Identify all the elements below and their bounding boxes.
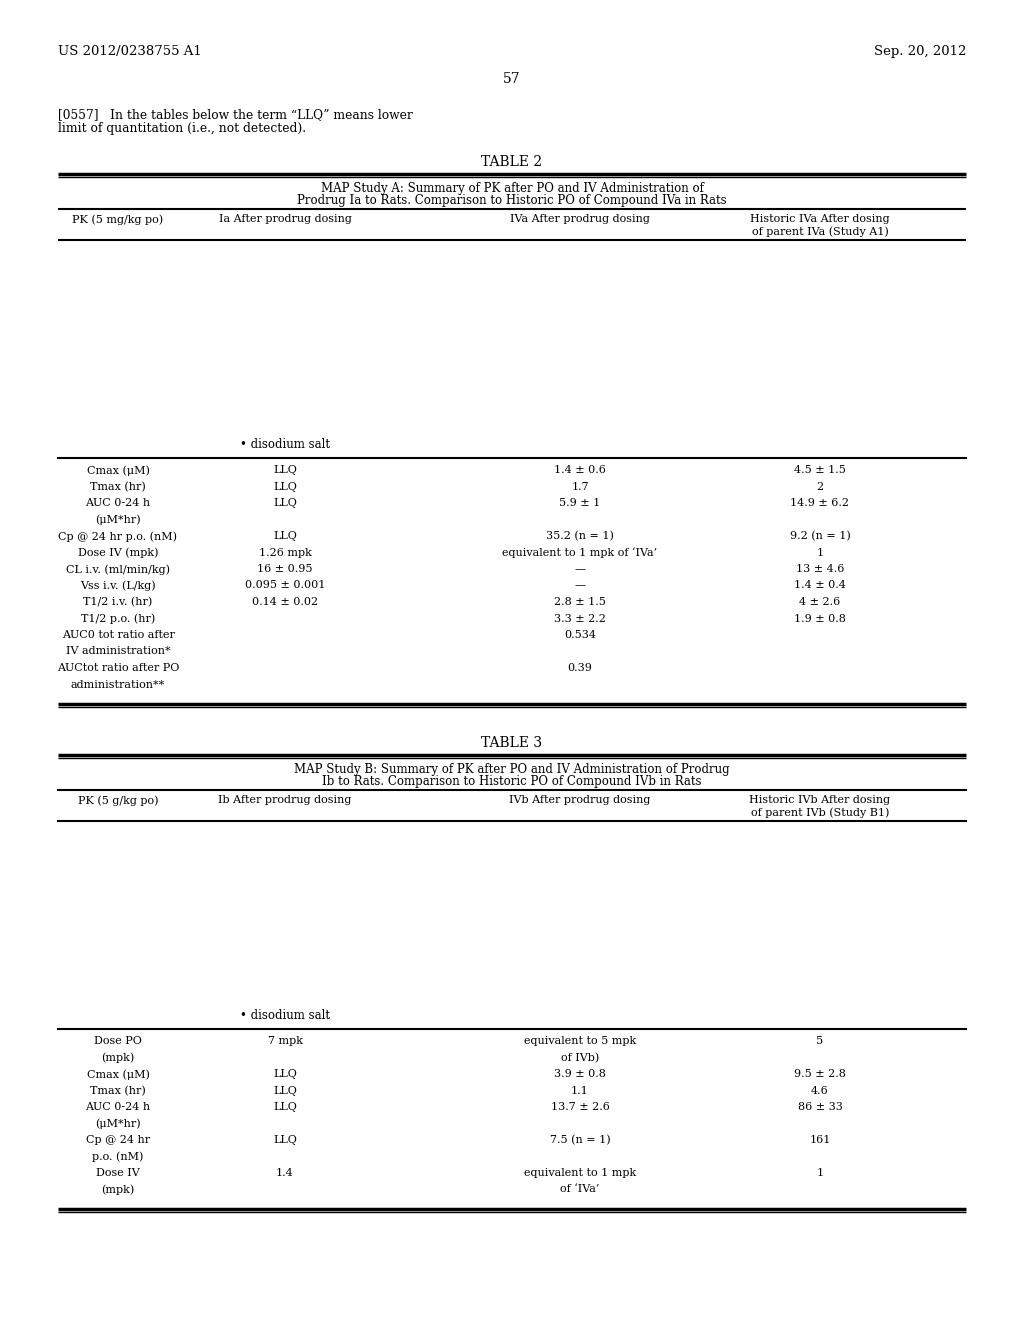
Text: —: — (574, 581, 586, 590)
Text: Historic IVb After dosing: Historic IVb After dosing (750, 795, 891, 805)
Text: limit of quantitation (i.e., not detected).: limit of quantitation (i.e., not detecte… (58, 121, 306, 135)
Text: 1.9 ± 0.8: 1.9 ± 0.8 (794, 614, 846, 623)
Text: (μM*hr): (μM*hr) (95, 515, 141, 525)
Text: (mpk): (mpk) (101, 1184, 134, 1195)
Text: 1.1: 1.1 (571, 1085, 589, 1096)
Text: LLQ: LLQ (273, 482, 297, 491)
Text: 1.4: 1.4 (276, 1168, 294, 1177)
Text: Historic IVa After dosing: Historic IVa After dosing (751, 214, 890, 224)
Text: AUC0 tot ratio after: AUC0 tot ratio after (61, 630, 174, 640)
Text: [0557]   In the tables below the term “LLQ” means lower: [0557] In the tables below the term “LLQ… (58, 108, 413, 121)
Text: LLQ: LLQ (273, 1085, 297, 1096)
Text: Cmax (μM): Cmax (μM) (87, 465, 150, 475)
Text: Cp @ 24 hr p.o. (nM): Cp @ 24 hr p.o. (nM) (58, 531, 177, 541)
Text: 4 ± 2.6: 4 ± 2.6 (800, 597, 841, 607)
Text: PK (5 g/kg po): PK (5 g/kg po) (78, 795, 159, 805)
Text: 86 ± 33: 86 ± 33 (798, 1102, 843, 1111)
Text: Prodrug Ia to Rats. Comparison to Historic PO of Compound IVa in Rats: Prodrug Ia to Rats. Comparison to Histor… (297, 194, 727, 207)
Text: 1.4 ± 0.4: 1.4 ± 0.4 (794, 581, 846, 590)
Text: 3.3 ± 2.2: 3.3 ± 2.2 (554, 614, 606, 623)
Text: PK (5 mg/kg po): PK (5 mg/kg po) (73, 214, 164, 224)
Text: Dose IV (mpk): Dose IV (mpk) (78, 548, 159, 558)
Text: 2: 2 (816, 482, 823, 491)
Text: 3.9 ± 0.8: 3.9 ± 0.8 (554, 1069, 606, 1078)
Text: Tmax (hr): Tmax (hr) (90, 482, 145, 492)
Text: US 2012/0238755 A1: US 2012/0238755 A1 (58, 45, 202, 58)
Text: equivalent to 1 mpk of ‘IVa’: equivalent to 1 mpk of ‘IVa’ (503, 548, 657, 558)
Text: MAP Study A: Summary of PK after PO and IV Administration of: MAP Study A: Summary of PK after PO and … (321, 182, 703, 195)
Text: TABLE 2: TABLE 2 (481, 154, 543, 169)
Text: 7.5 (n = 1): 7.5 (n = 1) (550, 1135, 610, 1146)
Text: 2.8 ± 1.5: 2.8 ± 1.5 (554, 597, 606, 607)
Text: 5.9 ± 1: 5.9 ± 1 (559, 498, 601, 508)
Text: Sep. 20, 2012: Sep. 20, 2012 (873, 45, 966, 58)
Text: (μM*hr): (μM*hr) (95, 1118, 141, 1129)
Text: of parent IVb (Study B1): of parent IVb (Study B1) (751, 807, 889, 817)
Text: Tmax (hr): Tmax (hr) (90, 1085, 145, 1096)
Text: IVa After prodrug dosing: IVa After prodrug dosing (510, 214, 650, 224)
Text: TABLE 3: TABLE 3 (481, 737, 543, 750)
Text: T1/2 i.v. (hr): T1/2 i.v. (hr) (83, 597, 153, 607)
Text: 1: 1 (816, 1168, 823, 1177)
Text: Dose IV: Dose IV (96, 1168, 140, 1177)
Text: 1: 1 (816, 548, 823, 557)
Text: 35.2 (n = 1): 35.2 (n = 1) (546, 531, 614, 541)
Text: 13 ± 4.6: 13 ± 4.6 (796, 564, 844, 574)
Text: 14.9 ± 6.2: 14.9 ± 6.2 (791, 498, 850, 508)
Text: LLQ: LLQ (273, 498, 297, 508)
Text: T1/2 p.o. (hr): T1/2 p.o. (hr) (81, 614, 155, 624)
Text: equivalent to 5 mpk: equivalent to 5 mpk (524, 1036, 636, 1045)
Text: equivalent to 1 mpk: equivalent to 1 mpk (524, 1168, 636, 1177)
Text: Ia After prodrug dosing: Ia After prodrug dosing (218, 214, 351, 224)
Text: 161: 161 (809, 1135, 830, 1144)
Text: LLQ: LLQ (273, 1135, 297, 1144)
Text: (mpk): (mpk) (101, 1052, 134, 1063)
Text: MAP Study B: Summary of PK after PO and IV Administration of Prodrug: MAP Study B: Summary of PK after PO and … (294, 763, 730, 776)
Text: 7 mpk: 7 mpk (267, 1036, 302, 1045)
Text: 1.4 ± 0.6: 1.4 ± 0.6 (554, 465, 606, 475)
Text: LLQ: LLQ (273, 1102, 297, 1111)
Text: 5: 5 (816, 1036, 823, 1045)
Text: 9.2 (n = 1): 9.2 (n = 1) (790, 531, 850, 541)
Text: LLQ: LLQ (273, 465, 297, 475)
Text: IVb After prodrug dosing: IVb After prodrug dosing (509, 795, 650, 805)
Text: of ‘IVa’: of ‘IVa’ (560, 1184, 600, 1195)
Text: —: — (574, 564, 586, 574)
Text: 1.7: 1.7 (571, 482, 589, 491)
Text: 57: 57 (503, 73, 521, 86)
Text: Ib to Rats. Comparison to Historic PO of Compound IVb in Rats: Ib to Rats. Comparison to Historic PO of… (323, 775, 701, 788)
Text: 4.6: 4.6 (811, 1085, 828, 1096)
Text: LLQ: LLQ (273, 531, 297, 541)
Text: administration**: administration** (71, 680, 165, 689)
Text: Ib After prodrug dosing: Ib After prodrug dosing (218, 795, 351, 805)
Text: 0.534: 0.534 (564, 630, 596, 640)
Text: 9.5 ± 2.8: 9.5 ± 2.8 (794, 1069, 846, 1078)
Text: 0.095 ± 0.001: 0.095 ± 0.001 (245, 581, 326, 590)
Text: 0.39: 0.39 (567, 663, 593, 673)
Text: Cmax (μM): Cmax (μM) (87, 1069, 150, 1080)
Text: of IVb): of IVb) (561, 1052, 599, 1063)
Text: 16 ± 0.95: 16 ± 0.95 (257, 564, 312, 574)
Text: Dose PO: Dose PO (94, 1036, 142, 1045)
Text: • disodium salt: • disodium salt (240, 438, 330, 451)
Text: of parent IVa (Study A1): of parent IVa (Study A1) (752, 226, 889, 236)
Text: AUC 0-24 h: AUC 0-24 h (85, 1102, 151, 1111)
Text: 0.14 ± 0.02: 0.14 ± 0.02 (252, 597, 318, 607)
Text: AUC 0-24 h: AUC 0-24 h (85, 498, 151, 508)
Text: p.o. (nM): p.o. (nM) (92, 1151, 143, 1162)
Text: IV administration*: IV administration* (66, 647, 170, 656)
Text: • disodium salt: • disodium salt (240, 1008, 330, 1022)
Text: Vss i.v. (L/kg): Vss i.v. (L/kg) (80, 581, 156, 591)
Text: LLQ: LLQ (273, 1069, 297, 1078)
Text: CL i.v. (ml/min/kg): CL i.v. (ml/min/kg) (66, 564, 170, 574)
Text: 1.26 mpk: 1.26 mpk (259, 548, 311, 557)
Text: 13.7 ± 2.6: 13.7 ± 2.6 (551, 1102, 609, 1111)
Text: Cp @ 24 hr: Cp @ 24 hr (86, 1135, 151, 1144)
Text: 4.5 ± 1.5: 4.5 ± 1.5 (794, 465, 846, 475)
Text: AUCtot ratio after PO: AUCtot ratio after PO (56, 663, 179, 673)
